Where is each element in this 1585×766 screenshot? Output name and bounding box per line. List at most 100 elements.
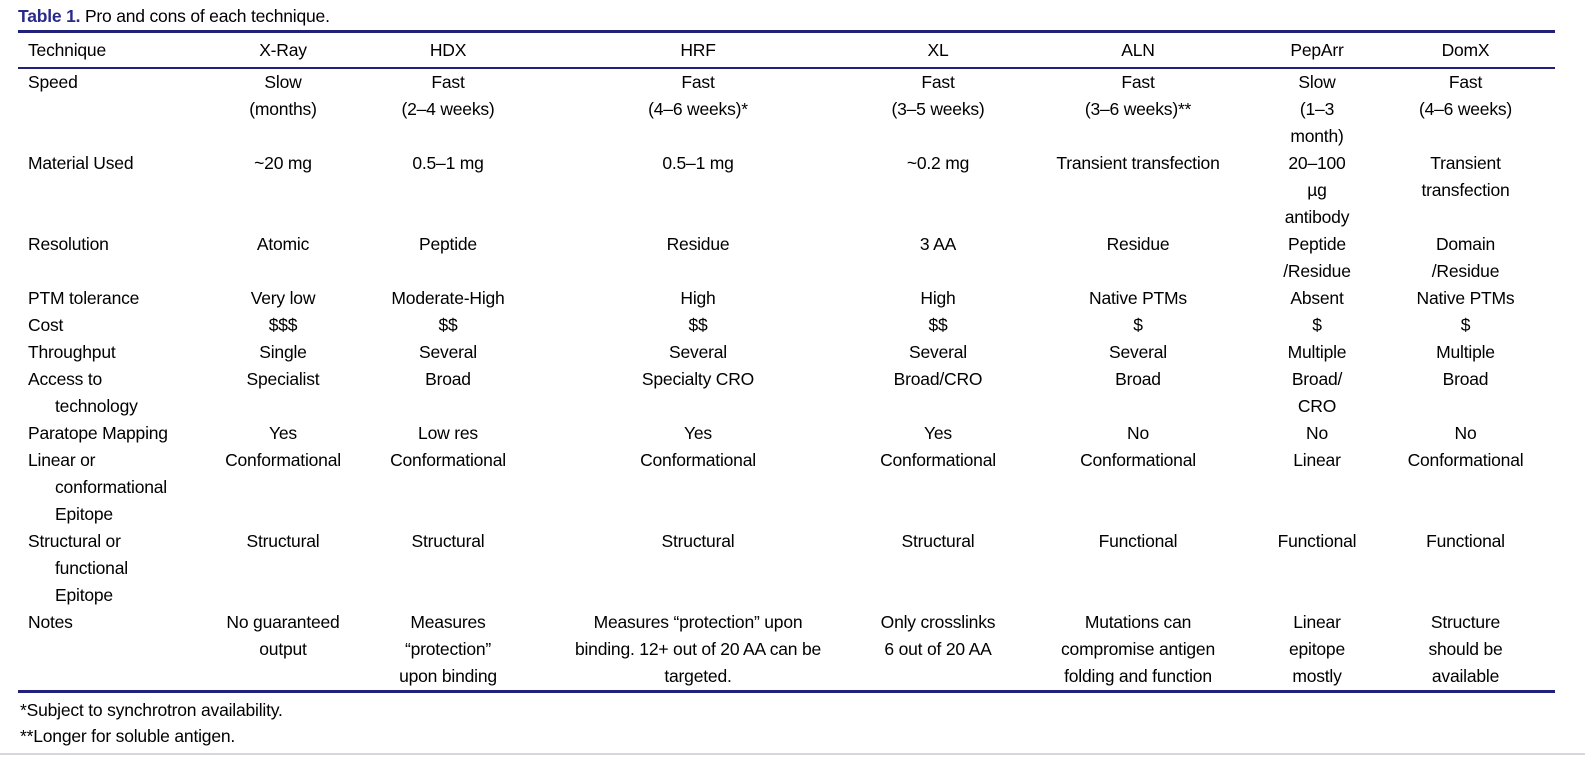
pros-cons-table: Technique X-Ray HDX HRF XL ALN PepArr Do…	[18, 30, 1555, 693]
table-cell: Measures “protection” upon binding. 12+ …	[538, 609, 858, 693]
table-cell: Broad/ CRO	[1291, 369, 1343, 416]
table-cell: $$	[928, 315, 948, 335]
table-cell: Native PTMs	[1416, 288, 1515, 308]
table-cell: No guaranteed output	[208, 609, 358, 693]
table-row-access-to-technology: Access to technology Specialist Broad Sp…	[18, 366, 1555, 420]
table-cell: Domain /Residue	[1431, 234, 1500, 281]
table-cell: 20–100 µg antibody	[1284, 153, 1350, 227]
table-cell: No	[1306, 423, 1328, 443]
table-cell: Broad	[1115, 369, 1161, 389]
table-cell: Several	[669, 342, 727, 362]
table-caption-text: Pro and cons of each technique.	[84, 6, 330, 26]
table-cell: Structural	[411, 531, 485, 551]
table-cell: Peptide	[419, 234, 477, 254]
table-cell: Transient transfection	[1421, 153, 1510, 200]
table-cell: Very low	[250, 288, 316, 308]
table-cell: Moderate-High	[391, 288, 505, 308]
column-header-aln: ALN	[1018, 31, 1258, 69]
table-cell: High	[920, 288, 956, 308]
table-cell: Residue	[666, 234, 730, 254]
table-cell: Residue	[1106, 234, 1170, 254]
table-cell: Fast (2–4 weeks)	[401, 72, 495, 119]
table-caption: Table 1. Pro and cons of each technique.	[18, 5, 1585, 27]
column-header-peparr: PepArr	[1258, 31, 1376, 69]
table-cell: Structural	[246, 531, 320, 551]
row-label: Structural or functional Epitope	[28, 531, 128, 605]
page-bottom-divider	[0, 753, 1585, 755]
table-cell: Several	[1109, 342, 1167, 362]
table-cell: No	[1127, 423, 1149, 443]
table-cell: Only crosslinks 6 out of 20 AA	[858, 609, 1018, 693]
table-row-paratope-mapping: Paratope Mapping Yes Low res Yes Yes No …	[18, 420, 1555, 447]
column-header-hrf: HRF	[538, 31, 858, 69]
row-label: Throughput	[28, 342, 116, 362]
table-cell: Fast (3–5 weeks)	[891, 72, 985, 119]
table-cell: $$$	[268, 315, 298, 335]
table-cell: Functional	[1277, 531, 1357, 551]
row-label: Speed	[28, 72, 78, 92]
table-row-structural-or-functional-epitope: Structural or functional Epitope Structu…	[18, 528, 1555, 609]
table-cell: Conformational	[1080, 450, 1196, 470]
table-cell: Native PTMs	[1089, 288, 1187, 308]
table-cell: Fast (3–6 weeks)**	[1084, 72, 1192, 119]
table-cell: Conformational	[1407, 450, 1524, 470]
table-cell: $$	[688, 315, 708, 335]
table-cell: ~0.2 mg	[906, 153, 970, 173]
table-row-notes: Notes No guaranteed output Measures “pro…	[18, 609, 1555, 693]
table-cell: Fast (4–6 weeks)*	[648, 72, 748, 119]
table-row-speed: Speed Slow (months) Fast (2–4 weeks) Fas…	[18, 68, 1555, 150]
column-header-xray: X-Ray	[208, 31, 358, 69]
footnote-synchrotron: *Subject to synchrotron availability.	[20, 700, 283, 720]
table-cell: Broad	[425, 369, 471, 389]
table-cell: Yes	[684, 423, 712, 443]
table-cell: Mutations can compromise antigen folding…	[1018, 609, 1258, 693]
table-cell: Multiple	[1436, 342, 1495, 362]
footnote-soluble-antigen: **Longer for soluble antigen.	[20, 726, 236, 746]
row-label: Resolution	[28, 234, 109, 254]
table-cell: Functional	[1098, 531, 1178, 551]
table-cell: Fast (4–6 weeks)	[1418, 72, 1513, 119]
table-cell: Several	[909, 342, 967, 362]
table-cell: Yes	[924, 423, 952, 443]
table-cell: Peptide /Residue	[1283, 234, 1351, 281]
row-label: PTM tolerance	[28, 288, 140, 308]
table-row-linear-or-conformational-epitope: Linear or conformational Epitope Conform…	[18, 447, 1555, 528]
row-label: Access to technology	[28, 369, 138, 416]
table-cell: Low res	[418, 423, 478, 443]
table-cell: Single	[259, 342, 307, 362]
table-cell: Linear	[1293, 450, 1341, 470]
table-cell: Multiple	[1287, 342, 1347, 362]
row-label: Cost	[28, 315, 64, 335]
table-cell: High	[680, 288, 716, 308]
table-cell: Transient transfection	[1056, 153, 1220, 173]
table-cell: Functional	[1426, 531, 1505, 551]
table-cell: $	[1312, 315, 1322, 335]
table-cell: No	[1454, 423, 1477, 443]
row-label: Paratope Mapping	[28, 423, 168, 443]
table-row-resolution: Resolution Atomic Peptide Residue 3 AA R…	[18, 231, 1555, 285]
column-header-xl: XL	[858, 31, 1018, 69]
table-cell: Conformational	[390, 450, 506, 470]
table-cell: $$	[438, 315, 458, 335]
table-cell: Conformational	[225, 450, 341, 470]
table-cell: $	[1133, 315, 1143, 335]
table-cell: Slow (1–3 month)	[1290, 72, 1344, 146]
column-header-technique: Technique	[18, 31, 208, 69]
table-cell: Specialist	[246, 369, 320, 389]
table-caption-label: Table 1.	[18, 6, 81, 26]
table-row-throughput: Throughput Single Several Several Severa…	[18, 339, 1555, 366]
table-cell: Structural	[661, 531, 735, 551]
row-label: Notes	[18, 609, 208, 693]
table-cell: Slow (months)	[249, 72, 317, 119]
table-cell: Structure should be available	[1376, 609, 1555, 693]
table-cell: Several	[419, 342, 477, 362]
table-cell: Measures “protection” upon binding	[358, 609, 538, 693]
column-header-domx: DomX	[1376, 31, 1555, 69]
table-cell: Conformational	[880, 450, 996, 470]
table-cell: 0.5–1 mg	[662, 153, 734, 173]
table-cell: Conformational	[640, 450, 756, 470]
table-cell: Yes	[269, 423, 297, 443]
table-cell: Specialty CRO	[641, 369, 755, 389]
table-row-ptm-tolerance: PTM tolerance Very low Moderate-High Hig…	[18, 285, 1555, 312]
